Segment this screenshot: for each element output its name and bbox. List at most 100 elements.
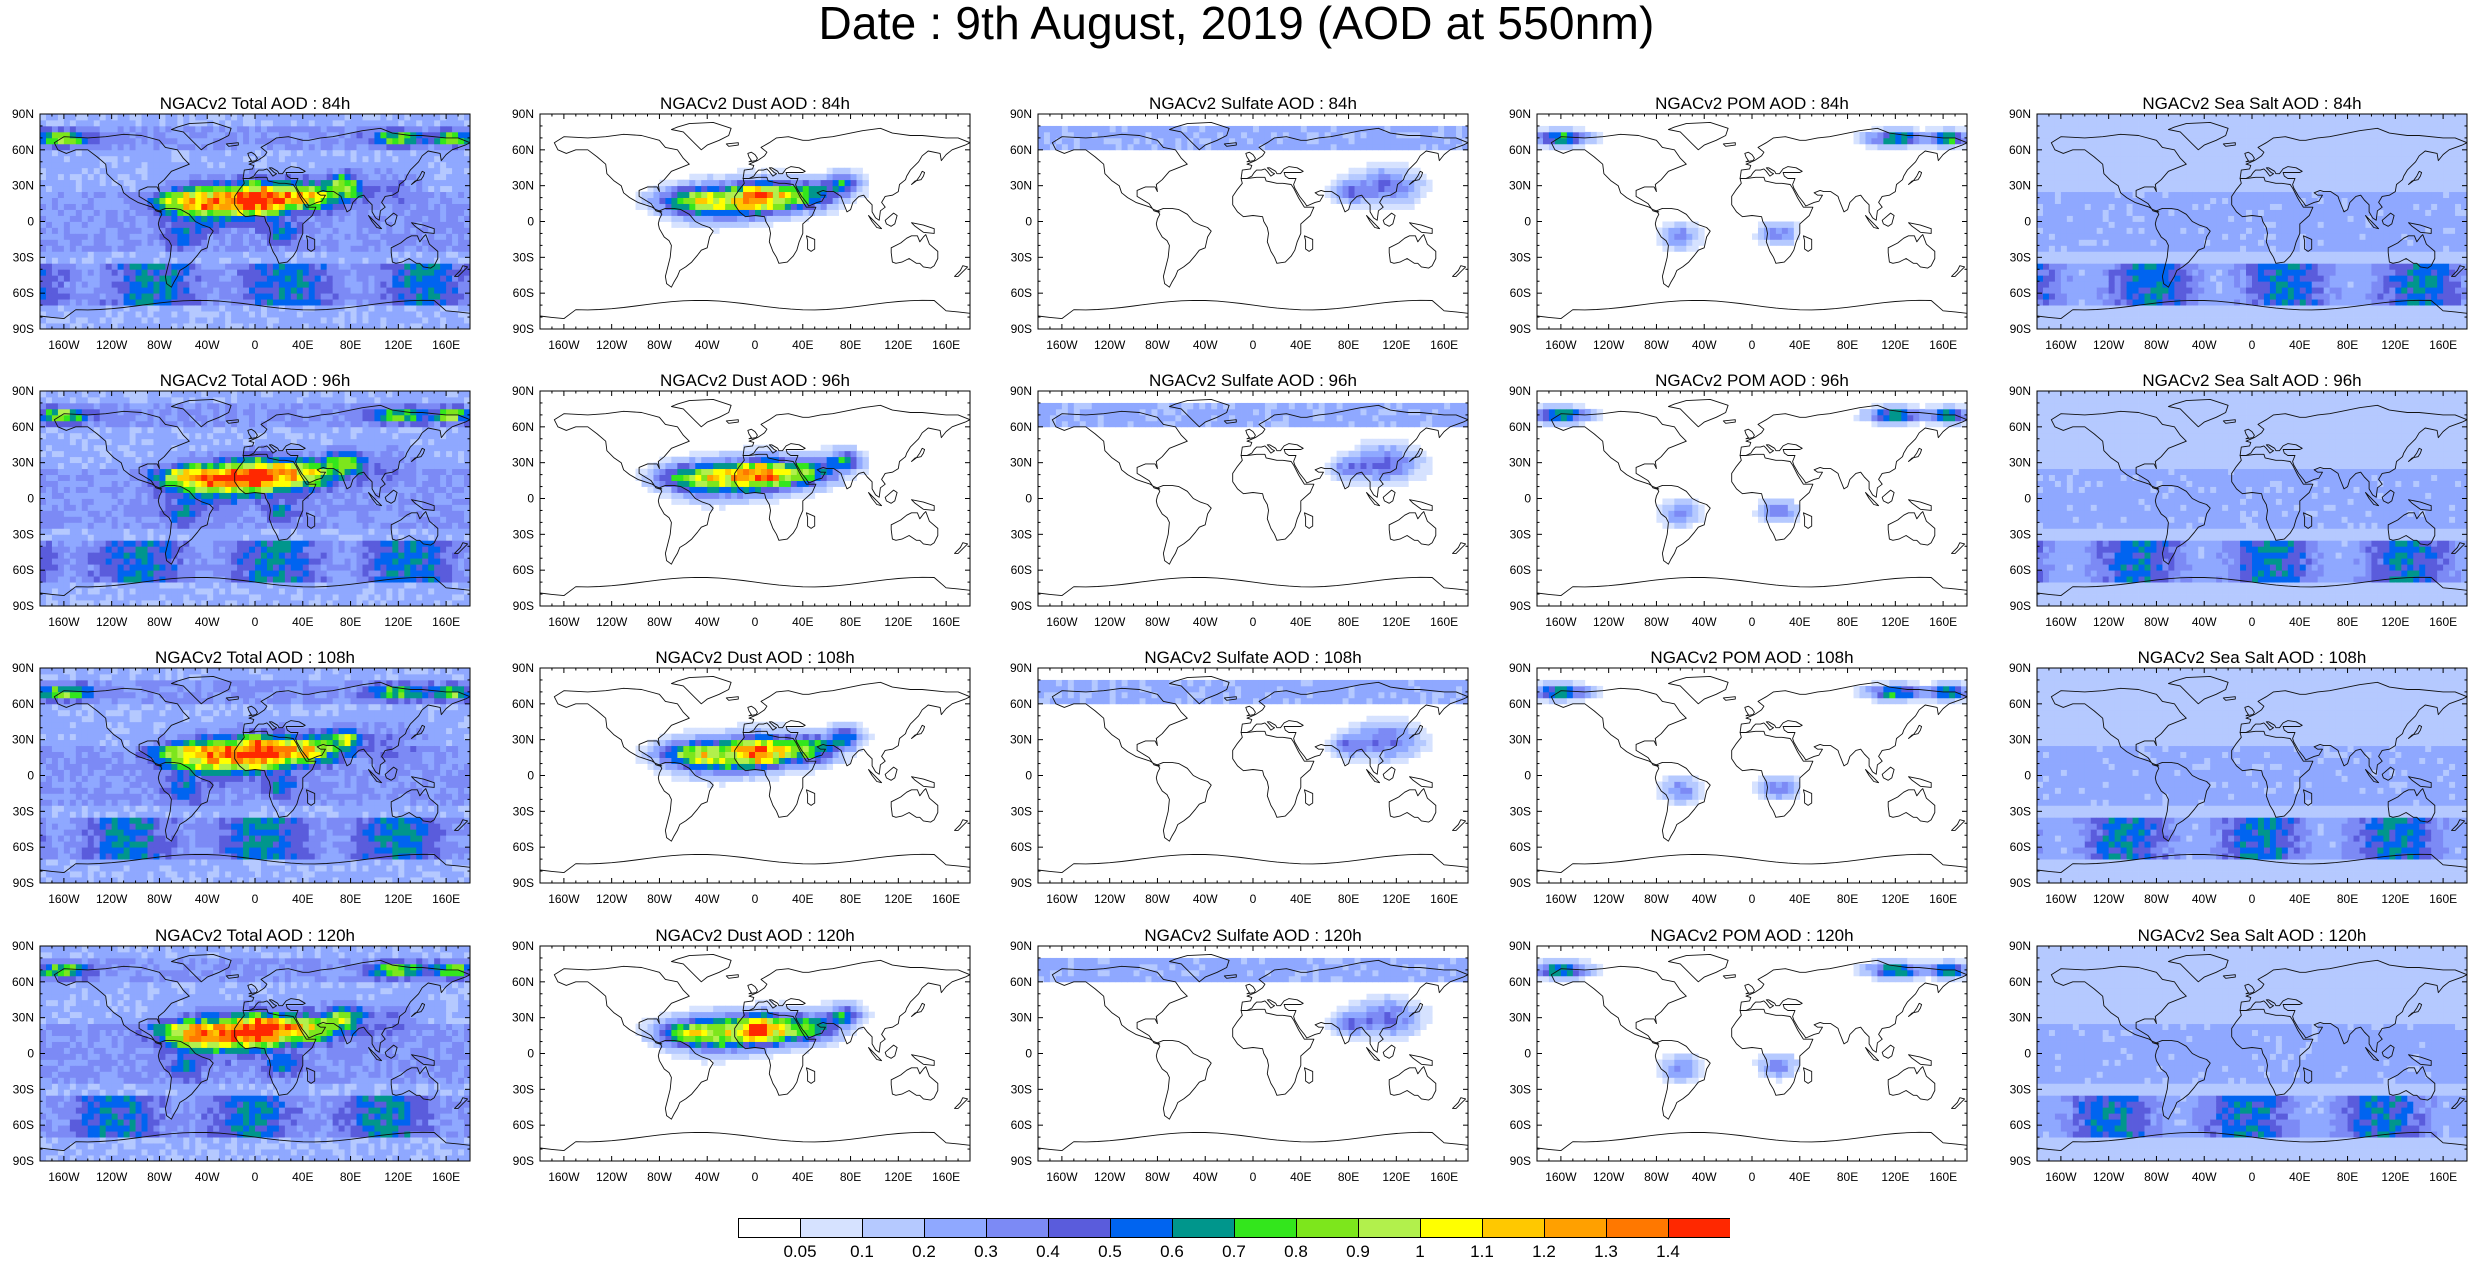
lon-tick-label: 0 [752,1170,759,1184]
lon-tick-label: 160W [548,615,580,629]
lon-tick-label: 160W [1545,338,1577,352]
lon-tick-label: 40E [792,615,813,629]
axis-ticks [1536,945,1968,1162]
world-map: 90N 60N 30N 0 30S 60S 90S 160W 120W 80W 40W 0 40E 80E… [1010,939,1469,1184]
lat-tick-label: 60N [2009,143,2031,157]
page-title: Date : 9th August, 2019 (AOD at 550nm) [0,0,2473,46]
lon-tick-label: 0 [252,615,259,629]
lat-tick-label: 30S [2010,804,2031,818]
coastlines [1037,675,1469,874]
lon-tick-label: 80W [2144,892,2169,906]
lat-tick-label: 60N [1509,420,1531,434]
lon-tick-label: 120W [1094,338,1126,352]
lat-tick-label: 60S [1011,840,1032,854]
lon-tick-label: 40W [195,1170,220,1184]
lon-tick-label: 160E [2429,1170,2457,1184]
lon-tick-label: 40E [1290,1170,1311,1184]
map-panel-dust-3: NGACv2 Dust AOD : 120h 90N 60N 30N 0 30S 60S 90… [500,924,1000,1194]
lon-tick-label: 40W [1692,892,1717,906]
lat-tick-label: 30N [512,179,534,193]
lon-tick-label: 160E [1430,615,1458,629]
lon-tick-label: 120W [2093,338,2125,352]
lat-tick-label: 60S [13,563,34,577]
lon-tick-label: 40W [2192,615,2217,629]
lon-tick-label: 120E [1382,892,1410,906]
lon-tick-label: 120W [1593,338,1625,352]
lon-tick-label: 80E [1837,1170,1858,1184]
lat-tick-label: 90S [513,876,534,890]
lat-tick-label: 30S [13,527,34,541]
axis-ticks [39,945,471,1162]
lon-tick-label: 40W [1193,338,1218,352]
lat-tick-label: 60S [13,840,34,854]
axis-ticks [2036,667,2468,884]
coastlines [2036,121,2468,320]
world-map: 90N 60N 30N 0 30S 60S 90S 160W 120W 80W 40W 0 40E 80E… [1509,661,1968,906]
colorbar-swatch [1296,1218,1358,1238]
colorbar-label: 0.5 [1098,1242,1122,1261]
colorbar-swatch [1668,1218,1730,1238]
lat-tick-label: 0 [2024,769,2031,783]
coastlines [539,121,971,320]
lat-tick-label: 90S [2010,876,2031,890]
aod-field [635,721,875,788]
lat-tick-label: 30S [1011,804,1032,818]
lon-tick-label: 120E [884,1170,912,1184]
lat-tick-label: 60N [2009,975,2031,989]
coastlines [539,398,971,597]
lat-tick-label: 90S [1510,322,1531,336]
colorbar-swatch [1482,1218,1544,1238]
world-map: 90N 60N 30N 0 30S 60S 90S 160W 120W 80W 40W 0 40E 80E… [2009,939,2468,1184]
aod-field [1537,402,1968,529]
colorbar-swatch [1234,1218,1296,1238]
lat-tick-label: 30S [1011,250,1032,264]
lon-tick-label: 80W [147,1170,172,1184]
colorbar-label: 0.3 [974,1242,998,1261]
map-panel-pom-0: NGACv2 POM AOD : 84h 90N 60N 30N 0 30S 60S 90S 1… [1497,92,1997,362]
coastlines [2036,953,2468,1152]
lon-tick-label: 160E [432,892,460,906]
lat-tick-label: 30N [1509,456,1531,470]
lat-tick-label: 60S [1011,563,1032,577]
lat-tick-label: 60S [1011,1118,1032,1132]
aod-field [2037,946,2468,1162]
panel-title: NGACv2 Sea Salt AOD : 84h [2037,94,2467,114]
map-panel-total-1: NGACv2 Total AOD : 96h 90N 60N 30N 0 30S 60S 90… [0,369,500,639]
lon-tick-label: 120W [1094,615,1126,629]
lat-tick-label: 60N [12,143,34,157]
map-panel-total-2: NGACv2 Total AOD : 108h 90N 60N 30N 0 30S 60S 9… [0,646,500,916]
lat-tick-label: 90S [2010,1154,2031,1168]
lat-tick-label: 30N [2009,456,2031,470]
lat-tick-label: 60S [1011,286,1032,300]
lat-tick-label: 90S [513,322,534,336]
panel-title: NGACv2 Dust AOD : 96h [540,371,970,391]
lat-tick-label: 90S [2010,322,2031,336]
coastlines [1536,121,1968,320]
lat-tick-label: 90N [512,107,534,121]
lon-tick-label: 160W [1046,615,1078,629]
axis-ticks [539,390,971,607]
lon-tick-label: 0 [752,615,759,629]
lat-tick-label: 60N [12,697,34,711]
lon-tick-label: 80E [2337,1170,2358,1184]
map-panel-sulfate-2: NGACv2 Sulfate AOD : 108h 90N 60N 30N 0 30S 60… [998,646,1498,916]
lon-tick-label: 160W [548,338,580,352]
lon-tick-label: 160W [1545,615,1577,629]
world-map: 90N 60N 30N 0 30S 60S 90S 160W 120W 80W 40W 0 40E 80E… [1509,384,1968,629]
map-panel-dust-1: NGACv2 Dust AOD : 96h 90N 60N 30N 0 30S 60S 90S… [500,369,1000,639]
lon-tick-label: 80W [1145,1170,1170,1184]
lon-tick-label: 40W [2192,892,2217,906]
lat-tick-label: 90N [1010,107,1032,121]
lon-tick-label: 0 [2249,1170,2256,1184]
lat-tick-label: 60N [1010,697,1032,711]
lon-tick-label: 40E [792,338,813,352]
aod-field [40,946,471,1162]
map-panel-sea-salt-1: NGACv2 Sea Salt AOD : 96h 90N 60N 30N 0 30S 60… [1997,369,2473,639]
lon-tick-label: 80W [2144,338,2169,352]
colorbar-swatch [1172,1218,1234,1238]
lat-tick-label: 60S [2010,1118,2031,1132]
lon-tick-label: 120W [596,1170,628,1184]
lat-tick-label: 60N [1509,143,1531,157]
coastlines [1536,398,1968,597]
